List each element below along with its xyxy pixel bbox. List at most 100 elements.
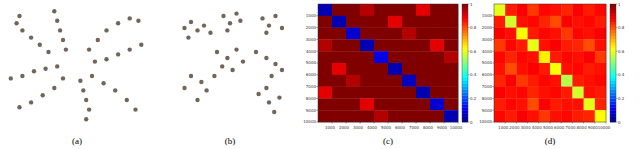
cell: [561, 110, 573, 122]
cell: [572, 87, 584, 99]
point: [81, 88, 85, 92]
cell: [388, 28, 402, 40]
tick: [430, 122, 431, 124]
cell: [318, 4, 332, 16]
cell: [595, 98, 607, 110]
cell: [595, 4, 607, 16]
tick-label: 5000: [543, 125, 554, 130]
colorbar-step: [610, 54, 616, 57]
cell: [539, 87, 551, 99]
cell: [539, 75, 551, 87]
cell: [346, 87, 360, 99]
tick-label: 2000: [482, 25, 493, 30]
point: [277, 95, 281, 99]
cell: [505, 28, 517, 40]
point: [238, 19, 242, 23]
colorbar-step: [610, 78, 616, 81]
cell: [572, 16, 584, 28]
tick-label: 5000: [306, 60, 317, 65]
colorbar-step: [462, 95, 468, 98]
cell: [374, 63, 388, 75]
point: [199, 80, 203, 84]
colorbar-label: 1: [470, 2, 473, 7]
cell: [444, 98, 458, 110]
cell: [584, 63, 596, 75]
tick-label: 4000: [532, 125, 543, 130]
tick-label: 7000: [306, 84, 317, 89]
cell: [332, 39, 346, 51]
colorbar-step: [610, 110, 616, 113]
colorbar-step: [610, 90, 616, 93]
cell: [516, 75, 528, 87]
cell: [346, 75, 360, 87]
point: [225, 56, 229, 60]
colorbar-step: [610, 69, 616, 72]
cell: [346, 110, 360, 122]
point: [116, 52, 120, 56]
cell: [374, 87, 388, 99]
point: [104, 57, 108, 61]
cell: [539, 51, 551, 63]
colorbar-step: [462, 93, 468, 96]
colorbar-step: [462, 113, 468, 116]
colorbar-step: [610, 107, 616, 110]
cell: [402, 75, 416, 87]
cell: [360, 87, 374, 99]
colorbar-step: [610, 63, 616, 66]
point: [273, 62, 277, 66]
cell: [318, 98, 332, 110]
colorbar-step: [610, 57, 616, 60]
cell: [595, 87, 607, 99]
cell: [572, 51, 584, 63]
point: [230, 68, 234, 72]
points: [9, 9, 144, 121]
cell: [402, 51, 416, 63]
point: [202, 23, 206, 27]
cell: [430, 51, 444, 63]
cell: [318, 16, 332, 28]
point: [128, 47, 132, 51]
colorbar-step: [462, 66, 468, 69]
cell: [402, 63, 416, 75]
tick: [493, 51, 495, 52]
cell: [516, 16, 528, 28]
cell: [416, 87, 430, 99]
colorbar-step: [462, 28, 468, 31]
cell: [505, 16, 517, 28]
colorbar-step: [610, 75, 616, 78]
tick: [561, 122, 562, 124]
colorbar-step: [610, 39, 616, 42]
point: [61, 76, 65, 80]
tick: [493, 63, 495, 64]
colorbar-step: [610, 13, 616, 16]
cell: [374, 16, 388, 28]
point: [104, 28, 108, 32]
cell: [346, 98, 360, 110]
point: [90, 74, 94, 78]
cell: [444, 4, 458, 16]
cell: [494, 4, 506, 16]
cell: [528, 98, 540, 110]
cell: [528, 63, 540, 75]
colorbar-step: [610, 98, 616, 101]
cell: [388, 39, 402, 51]
cell: [374, 4, 388, 16]
points: [182, 11, 284, 114]
point: [128, 16, 132, 20]
colorbar-step: [462, 107, 468, 110]
colorbar-step: [462, 48, 468, 51]
tick-label: 1000: [498, 125, 509, 130]
cell: [416, 28, 430, 40]
cell: [430, 110, 444, 122]
cell: [516, 51, 528, 63]
colorbar-step: [462, 36, 468, 39]
cell: [505, 75, 517, 87]
tick: [594, 122, 595, 124]
colorbar-step: [610, 101, 616, 104]
cell: [402, 39, 416, 51]
tick-label: 6000: [306, 72, 317, 77]
point: [264, 31, 268, 35]
cell: [360, 51, 374, 63]
point: [17, 14, 21, 18]
point: [228, 21, 232, 25]
